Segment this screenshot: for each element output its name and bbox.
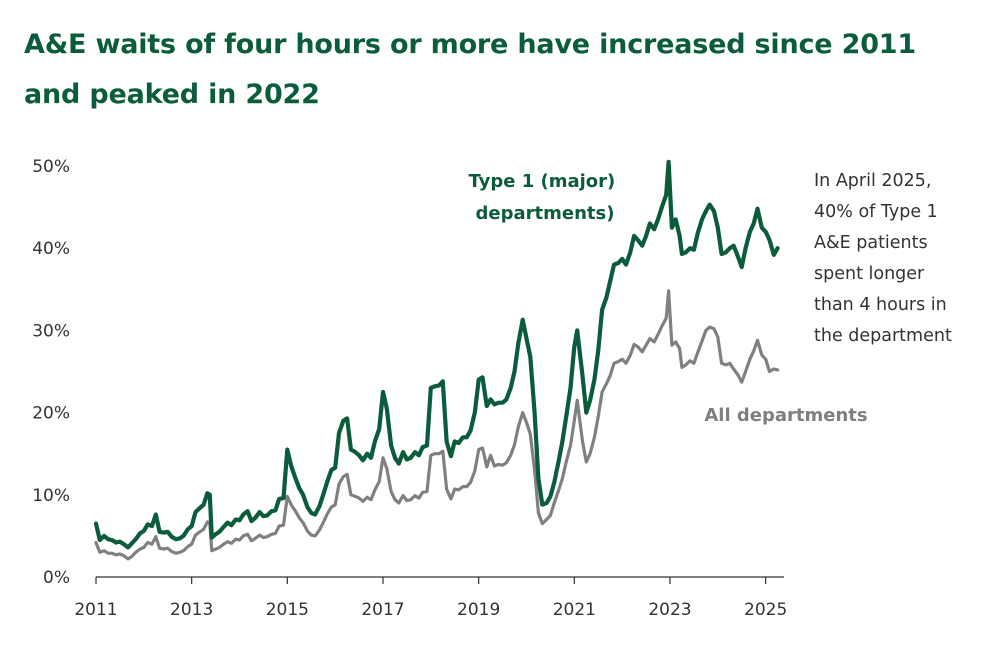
annotation-note: In April 2025, 40% of Type 1 A&E patient… <box>814 171 952 346</box>
series-line-all-departments <box>94 289 780 561</box>
note-line-5: than 4 hours in <box>814 295 947 315</box>
series-label-type1-line1: Type 1 (major) <box>468 171 615 192</box>
series-label-all: All departments <box>704 405 867 426</box>
note-line-6: the department <box>814 326 952 346</box>
x-tick-label: 2013 <box>170 600 213 620</box>
series-label-type1-line2: departments) <box>476 203 615 224</box>
note-line-2: 40% of Type 1 <box>814 202 938 222</box>
x-tick-label: 2021 <box>553 600 596 620</box>
x-tick-label: 2025 <box>744 600 787 620</box>
y-tick-label: 10% <box>32 486 70 506</box>
y-tick-label: 0% <box>43 568 70 588</box>
y-tick-label: 40% <box>32 239 70 259</box>
note-line-3: A&E patients <box>814 233 928 253</box>
y-tick-label: 20% <box>32 404 70 424</box>
y-axis-ticks: 0% 10% 20% 30% 40% 50% <box>32 157 70 588</box>
series-layer <box>93 159 780 561</box>
series-line-type1 <box>93 159 780 550</box>
note-line-4: spent longer <box>814 264 925 284</box>
series-label-type1: Type 1 (major) departments) <box>468 171 621 224</box>
x-tick-label: 2017 <box>361 600 404 620</box>
y-tick-label: 30% <box>32 321 70 341</box>
note-line-1: In April 2025, <box>814 171 931 191</box>
x-tick-label: 2011 <box>74 600 117 620</box>
chart-title: A&E waits of four hours or more have inc… <box>24 29 916 110</box>
x-tick-label: 2019 <box>457 600 500 620</box>
y-tick-label: 50% <box>32 157 70 177</box>
x-axis: 2011 2013 2015 2017 2019 2021 2023 2025 <box>74 576 787 620</box>
x-tick-label: 2015 <box>266 600 309 620</box>
x-tick-label: 2023 <box>648 600 691 620</box>
